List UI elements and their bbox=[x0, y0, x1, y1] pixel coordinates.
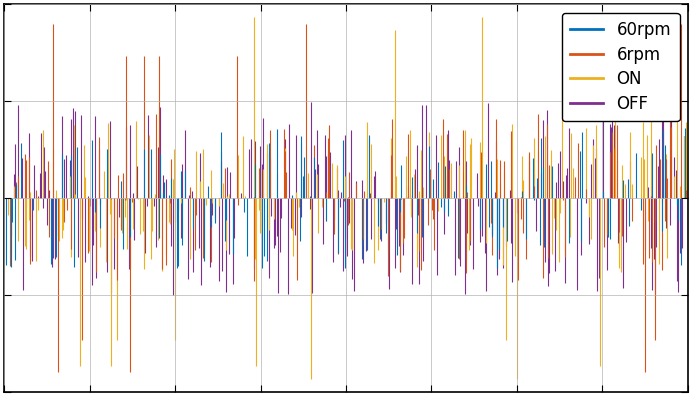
Legend: 60rpm, 6rpm, ON, OFF: 60rpm, 6rpm, ON, OFF bbox=[561, 13, 680, 121]
